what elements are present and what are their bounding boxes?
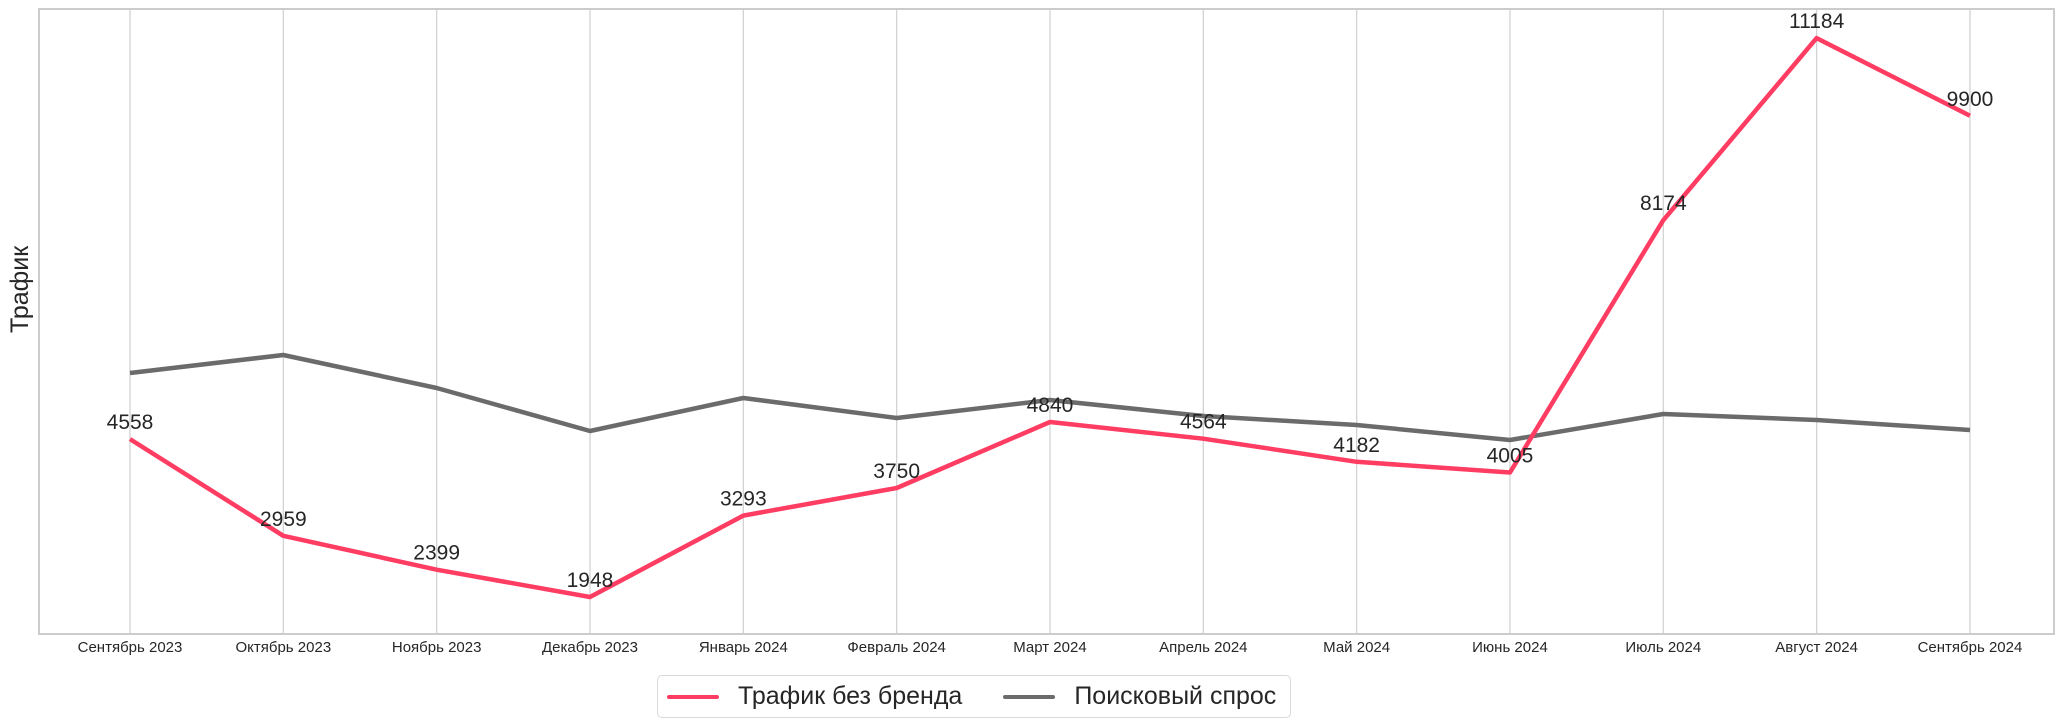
legend-swatch-traffic bbox=[667, 694, 719, 699]
x-tick-label: Сентябрь 2023 bbox=[78, 639, 183, 656]
x-tick-label: Май 2024 bbox=[1323, 639, 1390, 656]
data-label: 11184 bbox=[1789, 10, 1845, 33]
data-label: 4564 bbox=[1180, 411, 1227, 434]
series-lines bbox=[128, 35, 1972, 600]
legend-item-demand: Поисковый спрос bbox=[962, 676, 1276, 717]
vertical-gridlines bbox=[129, 9, 1971, 634]
data-label: 8174 bbox=[1640, 192, 1687, 215]
legend-label-demand: Поисковый спрос bbox=[1074, 682, 1277, 710]
data-label: 3750 bbox=[873, 460, 920, 483]
y-axis-label-text: Трафик bbox=[6, 245, 34, 333]
x-tick-label: Сентябрь 2024 bbox=[1918, 639, 2023, 656]
data-label: 1948 bbox=[567, 569, 614, 592]
data-label: 4005 bbox=[1487, 445, 1534, 468]
data-label: 9900 bbox=[1947, 88, 1994, 111]
series-line-demand bbox=[129, 352, 1971, 443]
x-tick-label: Март 2024 bbox=[1013, 639, 1086, 656]
data-label: 3293 bbox=[720, 488, 767, 511]
data-label: 4840 bbox=[1027, 394, 1074, 417]
data-label: 4558 bbox=[107, 411, 154, 434]
legend: Трафик без бренда Поисковый спрос bbox=[657, 675, 1291, 718]
x-axis-tick-labels: Сентябрь 2023 Октябрь 2023 Ноябрь 2023 Дека… bbox=[78, 639, 2023, 656]
data-label: 2959 bbox=[260, 508, 307, 531]
x-tick-label: Декабрь 2023 bbox=[542, 639, 638, 656]
legend-swatch-demand bbox=[1003, 694, 1056, 699]
data-label: 2399 bbox=[413, 542, 460, 565]
x-tick-label: Февраль 2024 bbox=[847, 639, 946, 656]
data-labels: 4558 2959 2399 1948 3293 3750 4840 4564 4182 4005… bbox=[107, 10, 1994, 592]
legend-label-traffic: Трафик без бренда bbox=[738, 682, 963, 710]
series-line-traffic bbox=[128, 35, 1972, 600]
x-tick-label: Июль 2024 bbox=[1625, 639, 1701, 656]
x-tick-label: Ноябрь 2023 bbox=[392, 639, 482, 656]
legend-item-traffic: Трафик без бренда bbox=[658, 676, 962, 717]
x-tick-label: Апрель 2024 bbox=[1159, 639, 1247, 656]
data-label: 4182 bbox=[1333, 434, 1380, 457]
x-tick-label: Август 2024 bbox=[1775, 639, 1858, 656]
x-tick-label: Июнь 2024 bbox=[1472, 639, 1548, 656]
plot-frame bbox=[38, 8, 2055, 635]
x-tick-label: Октябрь 2023 bbox=[235, 639, 331, 656]
x-tick-label: Январь 2024 bbox=[699, 639, 788, 656]
